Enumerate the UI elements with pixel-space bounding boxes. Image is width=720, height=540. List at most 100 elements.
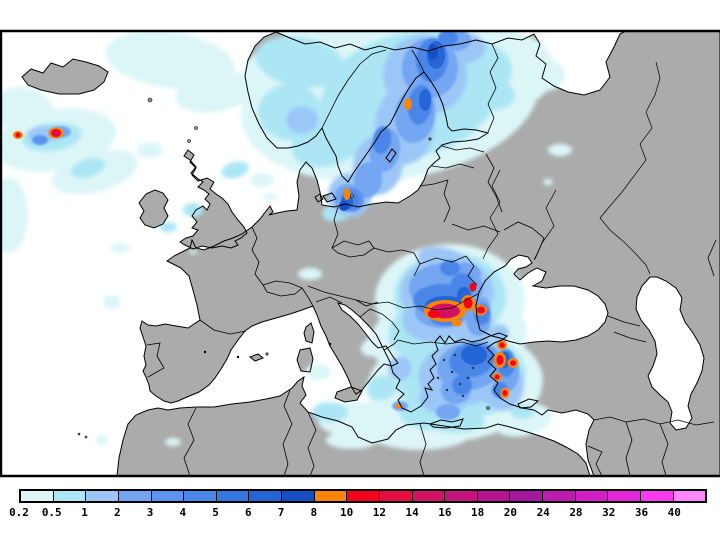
precip-blob-l4 xyxy=(436,404,460,420)
map-frame xyxy=(0,29,720,478)
precip-blob-l6 xyxy=(452,375,472,395)
precip-blob-l1 xyxy=(305,364,331,380)
aegean-island-dot xyxy=(458,382,462,386)
precip-blob-l1 xyxy=(189,250,197,254)
border-moldova xyxy=(465,255,478,286)
precip-blob-l1 xyxy=(360,333,396,357)
precip-blob-l1 xyxy=(103,295,121,309)
precip-blob-l2 xyxy=(255,36,345,88)
colorbar-tick-label: 32 xyxy=(602,506,616,519)
border-tunisia-libya xyxy=(307,411,317,475)
precip-blob-l3 xyxy=(286,106,318,134)
aegean-island-dot xyxy=(445,388,449,392)
border-spain-portugal xyxy=(146,342,165,378)
precip-blob-l2 xyxy=(183,203,203,217)
colorbar-segment xyxy=(542,491,575,501)
colorbar-tick-label: 36 xyxy=(634,506,649,519)
border-france-italy xyxy=(301,287,314,307)
colorbar-segment xyxy=(52,491,86,501)
border-belarus-russia xyxy=(485,153,503,213)
precip-blob-l1 xyxy=(165,438,181,446)
border-serbia-bulgaria xyxy=(391,321,400,341)
precip-blob-l2 xyxy=(366,375,398,401)
precip-blob-l9 xyxy=(339,201,349,211)
precip-blob-crimson xyxy=(53,131,59,135)
aegean-island-dot xyxy=(466,376,470,380)
island-faroe xyxy=(147,97,153,103)
precipitation-layer xyxy=(1,31,572,450)
border-croatia-serbia xyxy=(355,299,379,307)
border-libya-egypt xyxy=(419,423,427,475)
island-canary-2 xyxy=(84,435,88,439)
precip-blob-red xyxy=(496,355,504,365)
colorbar-tick-label: 16 xyxy=(438,506,452,519)
aegean-island-dot xyxy=(442,358,446,362)
colorbar-tick-label: 12 xyxy=(372,506,386,519)
colorbar-segment xyxy=(313,491,347,501)
colorbar-tick-label: 10 xyxy=(339,506,354,519)
border-latvia-lithuania xyxy=(431,163,475,169)
border-syria-iraq xyxy=(625,421,633,475)
colorbar-tick-label: 7 xyxy=(277,506,285,519)
colorbar-tick-label: 40 xyxy=(667,506,681,519)
precip-blob-l8 xyxy=(461,345,487,365)
border-algeria-tunisia xyxy=(282,389,293,475)
border-bosnia-serbia xyxy=(359,308,393,323)
city-dot xyxy=(203,350,207,354)
border-caucasus-north xyxy=(607,315,641,327)
river-danube xyxy=(307,285,479,311)
border-kazakhstan xyxy=(707,239,717,277)
precip-blob-l1 xyxy=(298,268,322,280)
country-borders-layer xyxy=(146,43,717,475)
border-caucasus-south xyxy=(613,331,647,343)
border-poland-germany xyxy=(331,206,339,249)
colorbar-segment xyxy=(183,491,216,501)
precip-blob-red xyxy=(428,310,440,318)
border-ukraine-belarus xyxy=(451,223,501,233)
colorbar-segment xyxy=(639,491,673,501)
precip-blob-l1 xyxy=(96,434,108,446)
river-dnieper xyxy=(482,169,501,260)
colorbar-tick-label: 0.5 xyxy=(41,506,62,519)
precip-blob-red xyxy=(477,306,485,314)
aegean-island-dot xyxy=(453,353,457,357)
precip-blob-l8 xyxy=(419,89,431,111)
colorbar-segment xyxy=(150,491,184,501)
colorbar-segment xyxy=(574,491,608,501)
aegean-island-dot xyxy=(471,366,475,370)
colorbar-tick-label: 0.2 xyxy=(9,506,29,519)
colorbar-tick-label: 6 xyxy=(245,506,252,519)
colorbar-segment xyxy=(215,491,249,501)
border-italy-north xyxy=(315,296,343,304)
precip-blob-l9 xyxy=(428,44,438,60)
colorbar-tick-label: 24 xyxy=(536,506,550,519)
border-spain-france xyxy=(199,319,247,335)
island-rhodes xyxy=(486,406,490,410)
island-shetland xyxy=(194,126,198,130)
border-iraq-iran xyxy=(659,423,669,475)
precip-blob-l6 xyxy=(438,31,458,46)
precip-blob-l6 xyxy=(372,126,392,154)
city-dot xyxy=(328,342,332,346)
river-volga xyxy=(599,61,661,275)
colorbar-segment xyxy=(672,491,706,501)
precip-blob-orange xyxy=(452,319,462,327)
aegean-island-dot xyxy=(461,394,465,398)
precip-blob-l6 xyxy=(440,260,460,276)
colorbar-tick-label: 5 xyxy=(212,506,219,519)
colorbar-segment xyxy=(248,491,281,501)
rivers-layer xyxy=(307,61,661,311)
precip-blob-red xyxy=(502,390,508,396)
precip-blob-l1 xyxy=(1,177,28,253)
colorbar-segment xyxy=(281,491,314,501)
border-germany-france xyxy=(251,226,264,286)
precip-blob-l1 xyxy=(250,173,274,187)
precip-blob-l1 xyxy=(175,71,255,113)
colorbar-tick-label: 28 xyxy=(569,506,583,519)
colorbar-segment xyxy=(476,491,510,501)
colorbar-tick-label: 18 xyxy=(471,506,485,519)
island-bornholm xyxy=(350,194,354,198)
border-romania-ukraine xyxy=(419,255,467,265)
